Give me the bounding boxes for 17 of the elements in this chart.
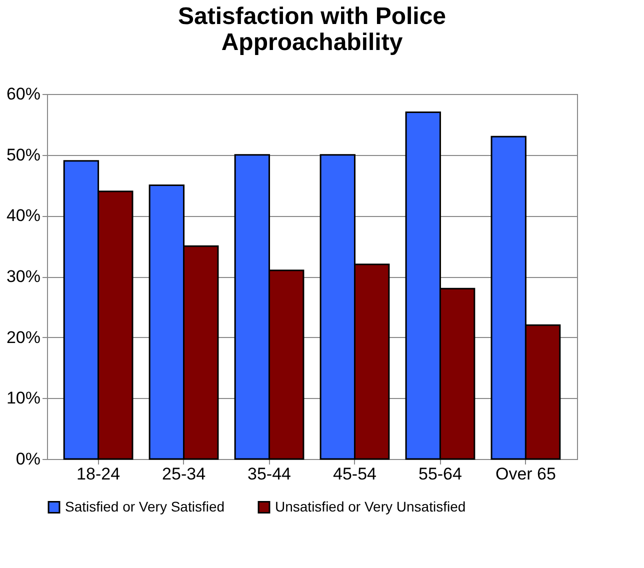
y-tick-label: 0% — [16, 450, 40, 468]
x-tick-label: 25-34 — [162, 464, 206, 484]
x-tick-label: Over 65 — [495, 464, 556, 484]
legend-label: Satisfied or Very Satisfied — [65, 498, 225, 514]
x-tick-label: 35-44 — [248, 464, 291, 484]
y-tick-label: 60% — [6, 84, 40, 104]
y-tick-label: 20% — [6, 328, 40, 347]
y-tick-label: 50% — [6, 145, 40, 164]
y-tick-label: 10% — [6, 388, 40, 408]
x-tick-label: 55-64 — [418, 464, 462, 484]
x-tick-label: 45-54 — [333, 464, 376, 484]
y-tick-label: 40% — [6, 206, 40, 226]
text: Satisfaction with Police — [178, 3, 446, 30]
text: Approachability — [221, 29, 403, 56]
x-tick-label: 18-24 — [76, 464, 120, 484]
legend-label: Unsatisfied or Very Unsatisfied — [275, 498, 466, 514]
y-tick-label: 30% — [6, 267, 40, 286]
